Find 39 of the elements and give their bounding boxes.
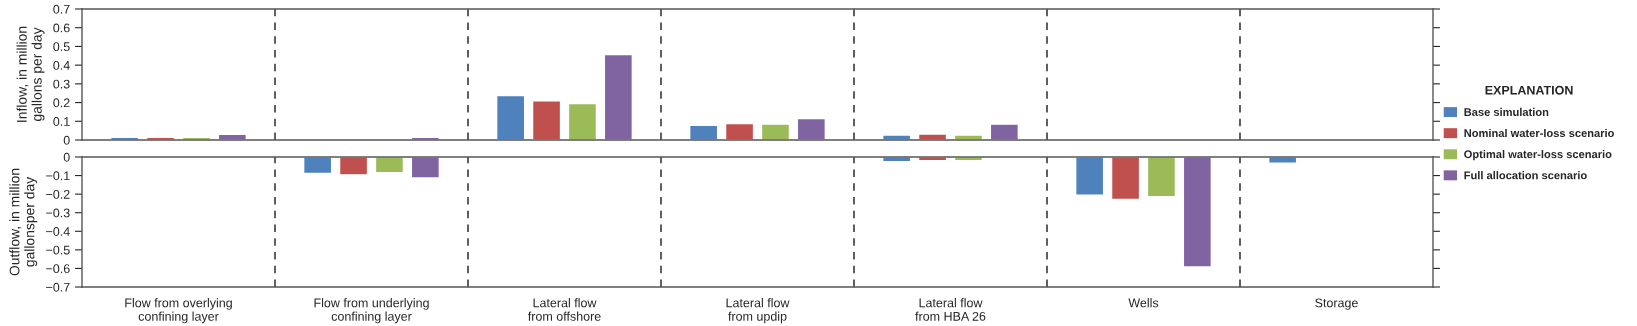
bar: [796, 117, 827, 140]
y-tick-label: −0.5: [46, 245, 70, 255]
y-tick-label: −0.4: [46, 227, 70, 236]
y-tick-label: 0.7: [53, 4, 70, 14]
y-axis-title: Outflow, in million gallonsper day: [9, 168, 38, 276]
bar: [603, 53, 634, 140]
y-tick-label: −0.6: [46, 264, 70, 274]
bar: [724, 122, 755, 140]
bar: [531, 100, 562, 140]
bar: [495, 94, 526, 140]
x-tick-label: Storage: [1315, 298, 1358, 310]
bar: [989, 123, 1020, 140]
x-tick-label: Lateral flow from offshore: [527, 298, 601, 321]
y-axis-title: Inflow, in million gallons per day: [16, 26, 45, 122]
legend-title: EXPLANATION: [1485, 85, 1573, 95]
y-tick-label: −0.3: [46, 208, 70, 218]
y-tick-label: 0: [63, 135, 70, 145]
bar: [760, 123, 791, 140]
y-tick-label: −0.7: [46, 282, 70, 292]
x-tick-label: Lateral flow from updip: [726, 298, 790, 324]
y-tick-label: −0.2: [46, 189, 70, 199]
legend-label: Base simulation: [1464, 107, 1549, 116]
x-tick-label: Lateral flow from HBA 26: [915, 298, 986, 321]
legend-label: Optimal water-loss scenario: [1464, 150, 1612, 161]
x-tick-label: Wells: [1128, 298, 1159, 308]
legend-label: Full allocation scenario: [1464, 171, 1587, 180]
y-tick-label: 0.3: [53, 79, 70, 89]
legend-label: Nominal water-loss scenario: [1464, 128, 1614, 138]
y-tick-label: 0.1: [53, 117, 70, 126]
y-tick-label: 0.4: [53, 60, 70, 70]
bar: [567, 102, 598, 140]
y-tick-label: 0.5: [53, 42, 70, 52]
x-tick-label: Flow from underlying confining layer: [314, 298, 429, 324]
y-tick-label: −0.1: [46, 171, 70, 181]
bar: [688, 124, 719, 140]
x-tick-label: Flow from overlying confining layer: [125, 298, 232, 324]
y-tick-label: 0.6: [53, 23, 70, 33]
y-tick-label: 0.2: [53, 98, 70, 108]
y-tick-label: 0: [63, 152, 70, 162]
